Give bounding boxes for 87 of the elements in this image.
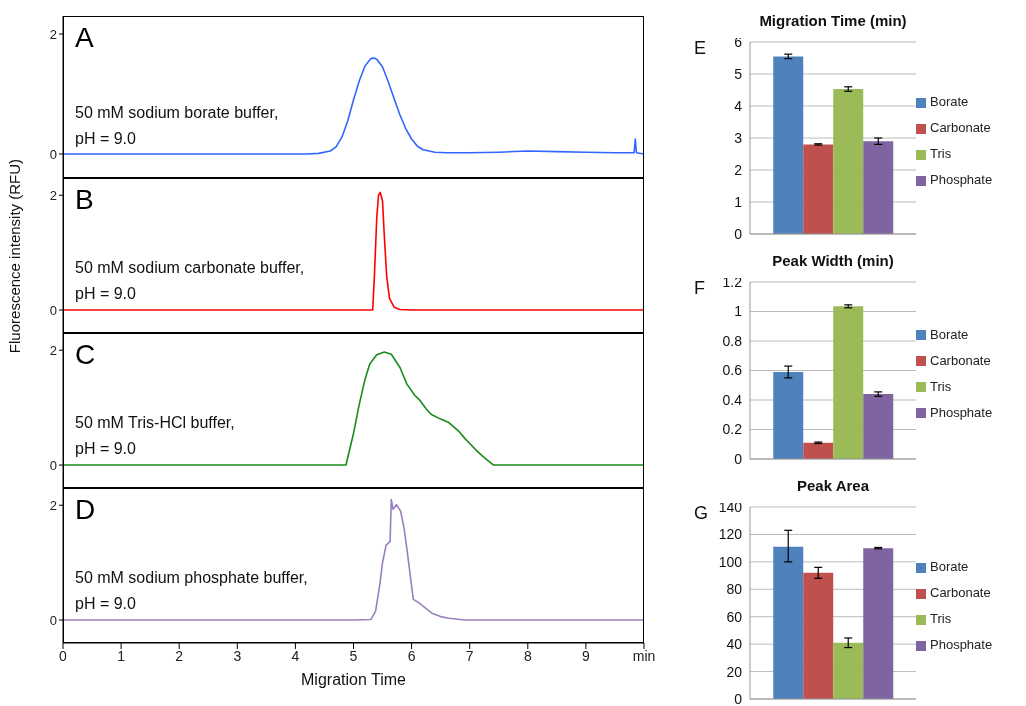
y-tick-label: 20 — [726, 663, 743, 680]
chart-title: A — [75, 22, 94, 54]
x-tick-label: 2 — [175, 647, 184, 664]
legend-label: Phosphate — [930, 404, 993, 420]
chart-title: B — [75, 184, 94, 216]
legend-label: Tris — [930, 146, 952, 161]
x-tick-label: 5 — [349, 647, 358, 664]
y-tick-label: 0.6 — [722, 362, 743, 379]
chart-title: C — [75, 339, 96, 371]
y-tick-label: 0.8 — [722, 332, 743, 349]
bar — [863, 394, 894, 459]
y-tick-label: 1.2 — [722, 273, 743, 290]
bar — [773, 56, 804, 234]
annotation: 50 mM sodium carbonate buffer, — [75, 258, 305, 278]
legend-label: Borate — [930, 94, 969, 109]
y-tick-label: 0 — [49, 457, 57, 473]
y-tick-label: 5 — [734, 65, 743, 82]
x-tick-label: 1 — [117, 647, 126, 664]
bar — [833, 306, 864, 459]
y-tick-label: 120 — [718, 526, 743, 543]
legend-label: Tris — [930, 378, 952, 394]
bar — [833, 89, 864, 234]
chart-title: D — [75, 494, 96, 526]
annotation: 50 mM sodium phosphate buffer, — [75, 568, 308, 588]
y-tick-label: 0 — [49, 146, 57, 162]
y-tick-label: 0 — [734, 690, 743, 706]
legend-label: Carbonate — [930, 352, 991, 368]
annotation: 50 mM sodium borate buffer, — [75, 103, 279, 123]
y-tick-label: 140 — [718, 498, 743, 515]
text: G — [694, 503, 709, 524]
y-tick-label: 1 — [734, 193, 743, 210]
y-tick-label: 60 — [726, 608, 743, 625]
y-tick-label: 4 — [734, 97, 743, 114]
y-tick-label: 0.2 — [722, 421, 743, 438]
x-tick-label: 8 — [523, 647, 532, 664]
y-tick-label: 0 — [734, 225, 743, 242]
annotation: pH = 9.0 — [75, 439, 137, 459]
x-tick-label: 9 — [582, 647, 590, 664]
y-tick-label: 0 — [49, 302, 57, 318]
line-series — [63, 57, 644, 155]
x-tick-label: 7 — [465, 647, 474, 664]
line-series — [63, 191, 644, 311]
bar — [803, 442, 834, 459]
y-tick-label: 1 — [734, 303, 743, 320]
legend-label: Carbonate — [930, 585, 991, 600]
y-tick-label: 0 — [734, 450, 743, 467]
x-tick-label: min — [632, 647, 656, 664]
bar — [863, 548, 894, 699]
y-tick-label: 2 — [49, 497, 57, 513]
annotation: pH = 9.0 — [75, 129, 137, 149]
annotation: pH = 9.0 — [75, 284, 137, 304]
chart-title: Peak Area — [796, 477, 870, 494]
x-tick-label: 3 — [233, 647, 242, 664]
chart-title: Peak Width (min) — [771, 252, 895, 269]
annotation: pH = 9.0 — [75, 594, 137, 614]
text: F — [694, 278, 705, 299]
y-axis-title: Fluorescence intensity (RFU) — [6, 157, 24, 355]
y-tick-label: 3 — [734, 129, 743, 146]
y-tick-label: 100 — [718, 553, 743, 570]
bar — [833, 642, 864, 699]
bar — [773, 546, 804, 699]
legend-label: Phosphate — [930, 172, 993, 187]
y-tick-label: 2 — [49, 26, 57, 42]
bar — [773, 371, 804, 459]
y-tick-label: 2 — [49, 342, 57, 358]
text: E — [694, 38, 707, 59]
legend-label: Borate — [930, 559, 969, 574]
legend-label: Carbonate — [930, 120, 991, 135]
bar — [803, 144, 834, 234]
legend-label: Borate — [930, 326, 969, 342]
y-tick-label: 0 — [49, 612, 57, 628]
y-tick-label: 80 — [726, 581, 743, 598]
bar — [803, 572, 834, 699]
y-tick-label: 2 — [734, 161, 743, 178]
legend-label: Phosphate — [930, 637, 993, 652]
y-tick-label: 2 — [49, 187, 57, 203]
chart-title: Migration Time (min) — [758, 12, 908, 29]
bar — [863, 141, 894, 234]
y-tick-label: 0.4 — [722, 391, 743, 408]
y-tick-label: 6 — [734, 33, 743, 50]
x-tick-label: 4 — [291, 647, 300, 664]
x-tick-label: 6 — [407, 647, 416, 664]
legend-label: Tris — [930, 611, 952, 626]
x-axis-title: Migration Time — [300, 671, 407, 689]
y-tick-label: 40 — [726, 636, 743, 653]
annotation: 50 mM Tris-HCl buffer, — [75, 413, 235, 433]
line-series — [63, 498, 644, 621]
